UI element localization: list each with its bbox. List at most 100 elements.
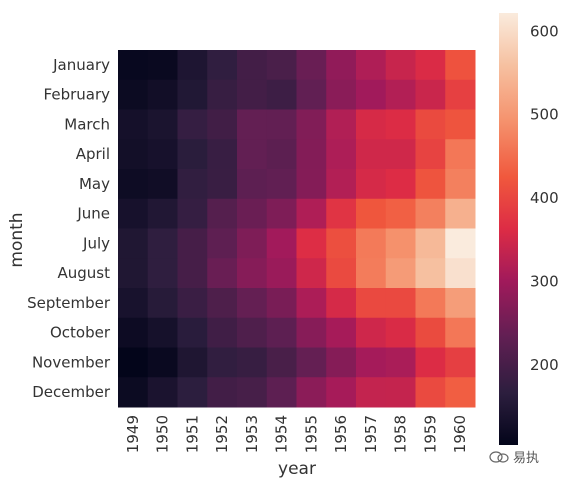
x-tick-labels: 1949 1950 1951 1952 1953 1954 1955 1956 1957 1958…	[124, 415, 469, 453]
heatmap-cell	[356, 377, 387, 408]
x-tick-label: 1958	[392, 415, 410, 453]
wechat-icon	[489, 450, 509, 463]
y-tick-label: November	[32, 353, 111, 371]
y-tick-label: April	[76, 145, 110, 163]
heatmap-cell	[118, 79, 149, 110]
heatmap-cell	[326, 228, 357, 259]
heatmap-cell	[356, 198, 387, 229]
heatmap-cell	[296, 317, 327, 348]
heatmap-cell	[177, 258, 208, 289]
heatmap-cell	[415, 50, 446, 81]
heatmap-cell	[147, 79, 178, 110]
colorbar-tick-label: 300	[530, 273, 559, 291]
heatmap-cell	[147, 139, 178, 170]
heatmap-cell	[266, 228, 297, 259]
heatmap-cell	[147, 317, 178, 348]
colorbar-ticks: 200 300 400 500 600	[530, 22, 559, 374]
x-tick-label: 1956	[332, 415, 350, 453]
heatmap-cell	[237, 258, 268, 289]
heatmap-cell	[237, 79, 268, 110]
heatmap-cell	[237, 169, 268, 200]
heatmap-cell	[385, 79, 416, 110]
heatmap-cell	[415, 169, 446, 200]
heatmap-cell	[147, 109, 178, 140]
heatmap-cell	[445, 288, 476, 319]
heatmap-cell	[147, 198, 178, 229]
heatmap-cell	[326, 288, 357, 319]
heatmap-cell	[118, 258, 149, 289]
heatmap-cell	[147, 288, 178, 319]
heatmap-cell	[445, 79, 476, 110]
heatmap-cell	[415, 377, 446, 408]
x-tick-label: 1952	[213, 415, 231, 453]
heatmap-cell	[266, 347, 297, 378]
heatmap-cell	[445, 169, 476, 200]
heatmap-cell	[326, 139, 357, 170]
heatmap-cell	[356, 50, 387, 81]
heatmap-cell	[118, 139, 149, 170]
y-tick-label: May	[79, 175, 110, 193]
heatmap-cell	[118, 317, 149, 348]
heatmap-cell	[147, 347, 178, 378]
x-tick-label: 1953	[243, 415, 261, 453]
heatmap-cell	[118, 198, 149, 229]
heatmap-cell	[385, 258, 416, 289]
heatmap-cell	[237, 347, 268, 378]
y-axis-label: month	[7, 212, 27, 267]
heatmap-cell	[118, 288, 149, 319]
heatmap-cell	[326, 109, 357, 140]
heatmap-cell	[356, 169, 387, 200]
heatmap-cell	[118, 50, 149, 81]
colorbar-tick-label: 500	[530, 106, 559, 124]
heatmap-cell	[147, 258, 178, 289]
heatmap-cell	[445, 347, 476, 378]
heatmap-cell	[266, 169, 297, 200]
heatmap-cell	[177, 228, 208, 259]
heatmap-cell	[266, 288, 297, 319]
y-tick-label: September	[27, 294, 111, 312]
heatmap-cell	[266, 109, 297, 140]
heatmap-cell	[415, 347, 446, 378]
heatmap-cell	[415, 198, 446, 229]
heatmap-cell	[177, 169, 208, 200]
heatmap-cell	[207, 228, 238, 259]
heatmap-cell	[207, 198, 238, 229]
heatmap-cell	[415, 258, 446, 289]
colorbar	[499, 13, 518, 445]
heatmap-cell	[266, 198, 297, 229]
heatmap-cell	[237, 50, 268, 81]
heatmap-cell	[385, 347, 416, 378]
heatmap-cell	[296, 347, 327, 378]
heatmap-cell	[266, 50, 297, 81]
heatmap-cell	[296, 288, 327, 319]
heatmap-cell	[177, 79, 208, 110]
heatmap-cell	[147, 50, 178, 81]
heatmap-cell	[266, 258, 297, 289]
colorbar-tick-label: 600	[530, 22, 559, 40]
heatmap-cell	[266, 377, 297, 408]
heatmap-cell	[118, 347, 149, 378]
heatmap-cell	[296, 169, 327, 200]
heatmap-cell	[237, 228, 268, 259]
heatmap-cell	[237, 317, 268, 348]
heatmap-cell	[177, 317, 208, 348]
y-tick-label: June	[76, 205, 110, 223]
x-tick-label: 1954	[273, 415, 291, 453]
y-tick-label: March	[64, 115, 110, 133]
x-tick-label: 1957	[362, 415, 380, 453]
heatmap-cell	[385, 317, 416, 348]
heatmap-cell	[118, 109, 149, 140]
y-tick-label: July	[82, 234, 110, 252]
y-tick-label: October	[50, 324, 111, 342]
heatmap-cell	[415, 79, 446, 110]
watermark: 易执	[488, 447, 539, 466]
x-tick-label: 1950	[154, 415, 172, 453]
y-tick-label: August	[58, 264, 111, 282]
heatmap-cell	[266, 317, 297, 348]
x-tick-label: 1959	[421, 415, 439, 453]
heatmap-cell	[147, 169, 178, 200]
heatmap-cell	[385, 377, 416, 408]
heatmap-cell	[326, 347, 357, 378]
heatmap-cell	[445, 139, 476, 170]
